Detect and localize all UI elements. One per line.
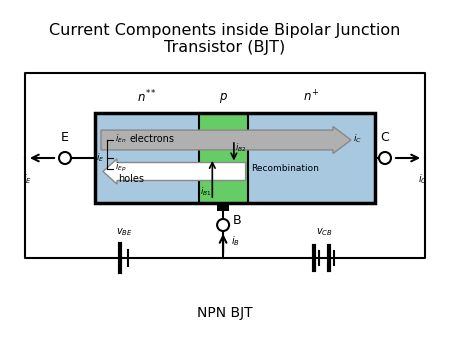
Text: $i_{B1}$: $i_{B1}$ — [200, 186, 212, 198]
Text: E: E — [61, 131, 69, 144]
Text: Recombination: Recombination — [252, 164, 320, 173]
FancyArrow shape — [101, 126, 351, 153]
Text: $n^{+}$: $n^{+}$ — [303, 90, 320, 105]
Text: electrons: electrons — [129, 134, 174, 144]
Circle shape — [59, 152, 71, 164]
Text: $n^{**}$: $n^{**}$ — [137, 89, 157, 105]
Bar — [217, 203, 229, 211]
Text: $v_{CB}$: $v_{CB}$ — [315, 226, 333, 238]
Text: $v_{BE}$: $v_{BE}$ — [116, 226, 132, 238]
Bar — [95, 113, 375, 203]
Text: $i_{B2}$: $i_{B2}$ — [235, 142, 247, 154]
Text: $i_B$: $i_B$ — [231, 234, 240, 248]
Text: $i_{En}$: $i_{En}$ — [115, 133, 126, 145]
Bar — [248, 113, 375, 203]
Text: B: B — [233, 215, 242, 227]
Text: holes: holes — [118, 173, 144, 184]
Bar — [95, 113, 198, 203]
Bar — [198, 113, 248, 203]
Circle shape — [379, 152, 391, 164]
Text: NPN BJT: NPN BJT — [197, 306, 253, 320]
Circle shape — [217, 219, 229, 231]
Text: C: C — [381, 131, 389, 144]
Text: Current Components inside Bipolar Junction
Transistor (BJT): Current Components inside Bipolar Juncti… — [50, 23, 400, 55]
Text: $i_{Ep}$: $i_{Ep}$ — [115, 161, 126, 174]
Text: $i_C$: $i_C$ — [353, 133, 362, 145]
Text: $i_E$: $i_E$ — [96, 152, 105, 164]
Text: $p$: $p$ — [219, 91, 228, 105]
Text: $i_E$: $i_E$ — [22, 172, 32, 186]
FancyArrow shape — [103, 159, 246, 184]
Bar — [198, 153, 248, 203]
Text: $i_C$: $i_C$ — [418, 172, 427, 186]
